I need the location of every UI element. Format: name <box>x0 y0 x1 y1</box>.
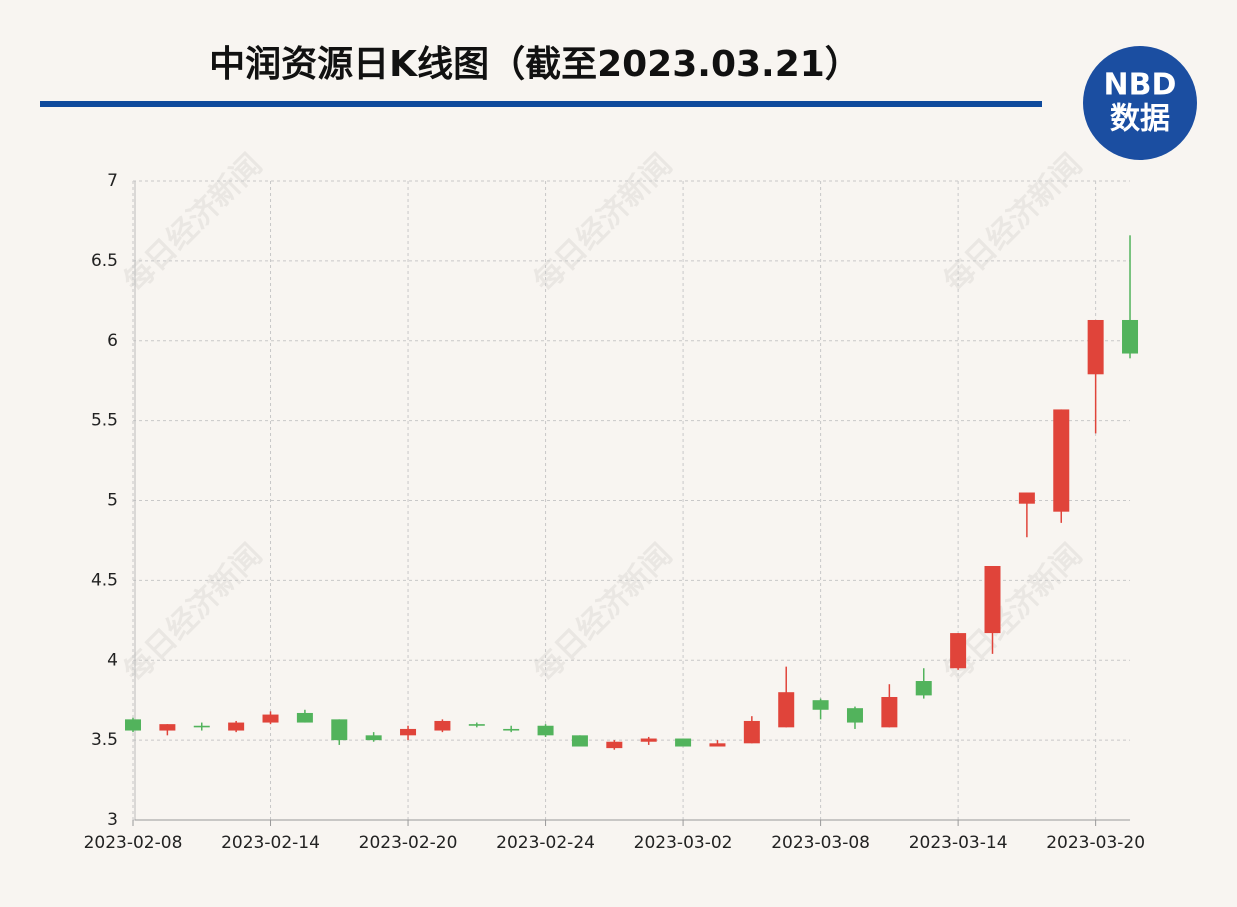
candle-body <box>640 738 657 742</box>
y-tick-label: 5 <box>107 491 118 511</box>
candle-body <box>503 728 520 731</box>
x-tick-label: 2023-03-08 <box>771 833 870 853</box>
y-tick-label: 6 <box>107 331 118 351</box>
candle-body <box>1018 492 1035 504</box>
x-tick-label: 2023-03-02 <box>634 833 733 853</box>
candle-body <box>606 741 623 749</box>
candle-body <box>331 719 348 741</box>
candle-body <box>228 722 245 731</box>
watermark: 每日经济新闻 <box>527 147 679 299</box>
candle-body <box>1053 409 1070 512</box>
candle-body <box>193 725 210 728</box>
candle-body <box>846 708 863 723</box>
candle-body <box>812 700 829 710</box>
x-tick-label: 2023-03-14 <box>909 833 1008 853</box>
y-tick-label: 4.5 <box>91 570 118 590</box>
candle-body <box>434 720 451 731</box>
watermark: 每日经济新闻 <box>117 537 269 689</box>
watermark: 每日经济新闻 <box>117 147 269 299</box>
candle-body <box>709 743 726 747</box>
candle-body <box>778 692 795 728</box>
candle-body <box>125 719 141 731</box>
watermark: 每日经济新闻 <box>527 537 679 689</box>
x-tick-label: 2023-02-08 <box>84 833 183 853</box>
candle-body <box>159 724 176 731</box>
candle-body <box>571 735 588 747</box>
y-tick-label: 3 <box>107 810 118 830</box>
candle-body <box>365 735 382 741</box>
candle-body <box>262 714 279 723</box>
logo-bottom: 数据 <box>1110 102 1170 137</box>
y-tick-label: 7 <box>107 171 118 191</box>
y-tick-label: 5.5 <box>91 411 118 431</box>
y-tick-label: 4 <box>107 650 118 670</box>
y-tick-label: 3.5 <box>91 730 118 750</box>
candle-body <box>743 720 760 744</box>
x-tick-label: 2023-02-24 <box>496 833 595 853</box>
candle-body <box>915 681 932 696</box>
candle-body <box>537 725 554 736</box>
logo <box>1083 46 1197 160</box>
x-tick-label: 2023-02-20 <box>359 833 458 853</box>
logo-top: NBD <box>1104 68 1177 103</box>
candle-body <box>984 565 1001 634</box>
x-tick-label: 2023-03-20 <box>1046 833 1145 853</box>
candle-body <box>296 712 313 723</box>
candle-body <box>881 696 898 728</box>
x-tick-label: 2023-02-14 <box>221 833 320 853</box>
chart-title: 中润资源日K线图（截至2023.03.21） <box>209 44 861 85</box>
watermark: 每日经济新闻 <box>937 147 1089 299</box>
candle-body <box>675 738 692 747</box>
y-tick-label: 6.5 <box>91 251 118 271</box>
candle-body <box>1087 319 1104 375</box>
candle-body <box>1122 319 1139 354</box>
candle-body <box>950 633 967 669</box>
title-rule <box>40 101 1042 107</box>
candle-body <box>468 724 485 726</box>
candle-body <box>400 728 417 736</box>
